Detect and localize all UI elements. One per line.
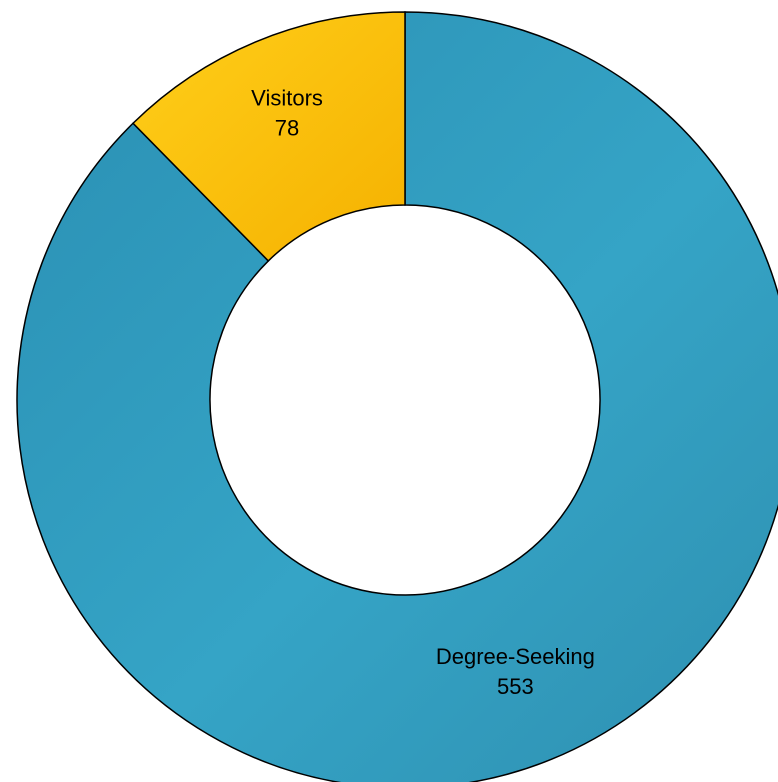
slice-label-value: 553 [497,674,534,699]
slice-label-name: Degree-Seeking [436,644,595,669]
slice-visitors [131,11,406,262]
slice-degree-seeking [16,11,778,782]
slice-label-value: 78 [275,116,299,141]
slice-label-name: Visitors [251,86,323,111]
